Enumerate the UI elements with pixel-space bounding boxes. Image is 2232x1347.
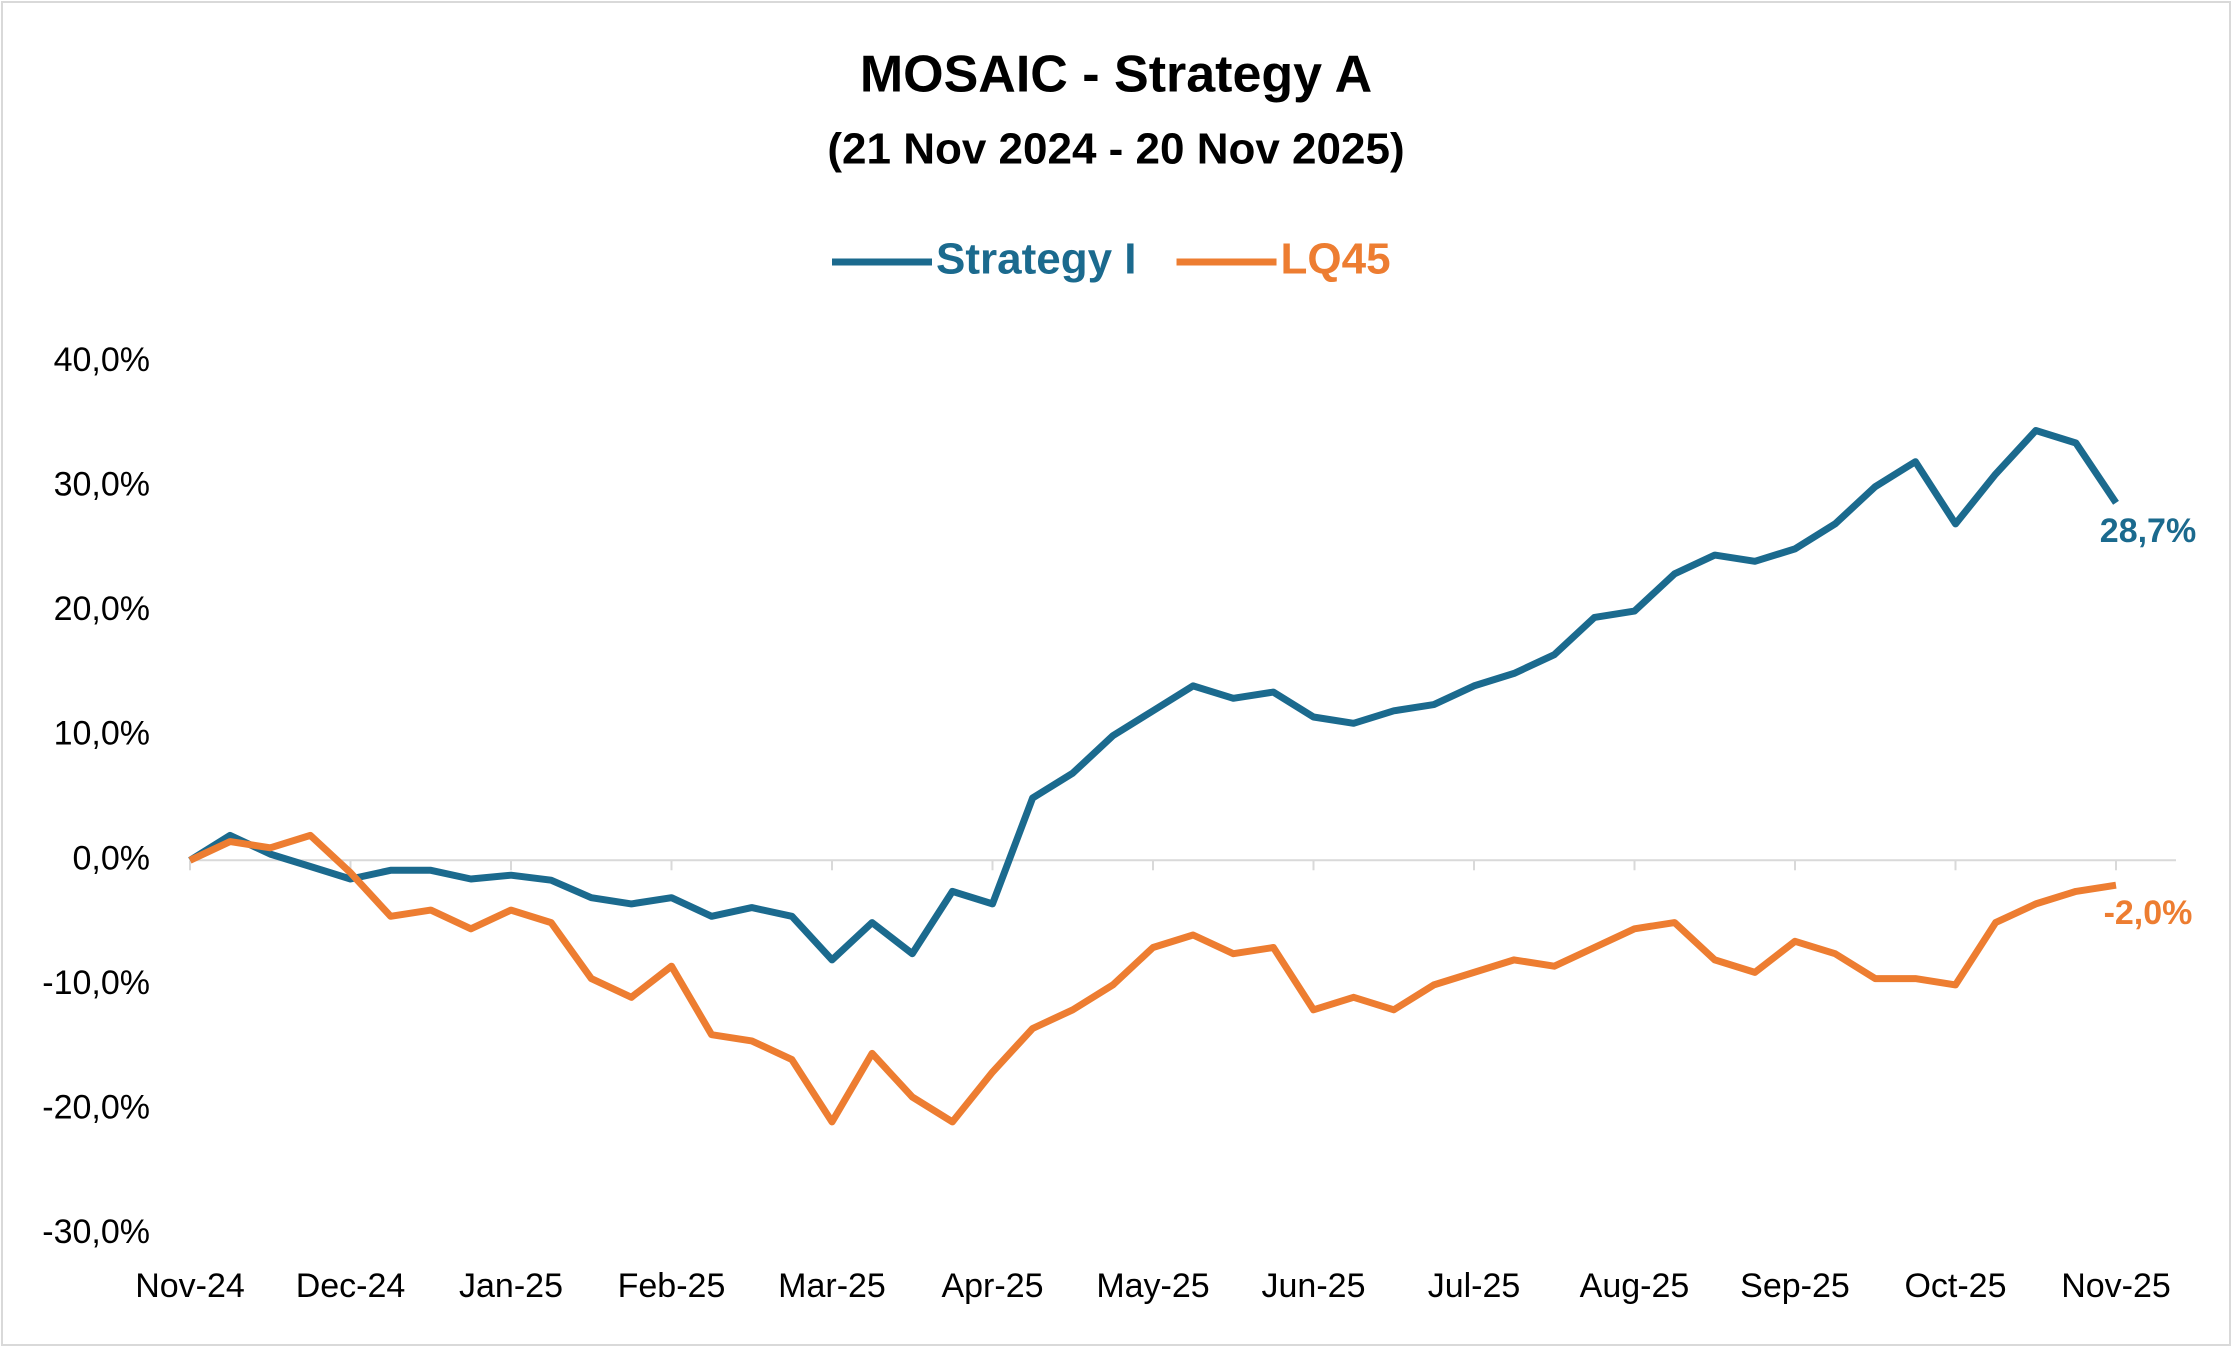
chart-subtitle: (21 Nov 2024 - 20 Nov 2025) [827, 125, 1404, 174]
x-tick-label: Jun-25 [1262, 1267, 1366, 1305]
x-tick-label: Mar-25 [778, 1267, 886, 1305]
data-label: -2,0% [2104, 894, 2193, 932]
y-tick-label: 10,0% [54, 715, 150, 753]
x-tick-label: Nov-24 [135, 1267, 245, 1305]
legend-label: LQ45 [1281, 235, 1391, 284]
x-tick-label: Feb-25 [618, 1267, 726, 1305]
y-tick-label: 30,0% [54, 466, 150, 504]
chart-title: MOSAIC - Strategy A [860, 46, 1372, 104]
y-tick-label: -20,0% [42, 1088, 150, 1126]
x-tick-label: Jul-25 [1428, 1267, 1521, 1305]
data-label: 28,7% [2100, 512, 2196, 550]
x-tick-label: Aug-25 [1580, 1267, 1690, 1305]
x-tick-label: Nov-25 [2061, 1267, 2171, 1305]
y-tick-label: -30,0% [42, 1213, 150, 1251]
series-line [188, 427, 2119, 964]
y-tick-label: 20,0% [54, 590, 150, 628]
x-tick-label: May-25 [1096, 1267, 1209, 1305]
y-tick-label: -10,0% [42, 964, 150, 1002]
x-tick-label: Jan-25 [459, 1267, 563, 1305]
x-tick-label: Oct-25 [1904, 1267, 2006, 1305]
series-line [188, 831, 2117, 1126]
x-tick-label: Apr-25 [941, 1267, 1043, 1305]
x-tick-label: Dec-24 [296, 1267, 406, 1305]
x-tick-label: Sep-25 [1740, 1267, 1850, 1305]
legend-label: Strategy I [936, 235, 1137, 284]
y-tick-label: 40,0% [54, 341, 150, 379]
y-tick-label: 0,0% [73, 839, 151, 877]
